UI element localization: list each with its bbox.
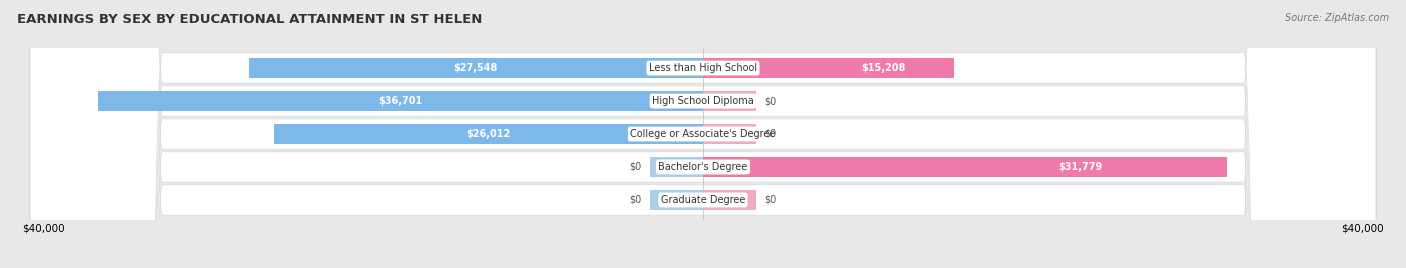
Bar <box>703 124 756 144</box>
Bar <box>650 157 703 177</box>
Bar <box>249 58 703 78</box>
Text: $0: $0 <box>763 195 776 205</box>
Text: $15,208: $15,208 <box>862 63 905 73</box>
Bar <box>703 58 953 78</box>
Text: Graduate Degree: Graduate Degree <box>661 195 745 205</box>
FancyBboxPatch shape <box>30 0 1376 268</box>
Text: $0: $0 <box>763 129 776 139</box>
Bar <box>703 190 756 210</box>
Bar <box>650 190 703 210</box>
Text: College or Associate's Degree: College or Associate's Degree <box>630 129 776 139</box>
Text: $27,548: $27,548 <box>454 63 498 73</box>
Text: $36,701: $36,701 <box>378 96 422 106</box>
Text: $0: $0 <box>630 195 643 205</box>
Text: EARNINGS BY SEX BY EDUCATIONAL ATTAINMENT IN ST HELEN: EARNINGS BY SEX BY EDUCATIONAL ATTAINMEN… <box>17 13 482 27</box>
Bar <box>703 91 756 111</box>
Text: $26,012: $26,012 <box>467 129 510 139</box>
Text: Less than High School: Less than High School <box>650 63 756 73</box>
Text: High School Diploma: High School Diploma <box>652 96 754 106</box>
Bar <box>703 157 1227 177</box>
Text: Bachelor's Degree: Bachelor's Degree <box>658 162 748 172</box>
Text: Source: ZipAtlas.com: Source: ZipAtlas.com <box>1285 13 1389 23</box>
FancyBboxPatch shape <box>30 0 1376 268</box>
FancyBboxPatch shape <box>30 0 1376 268</box>
FancyBboxPatch shape <box>30 0 1376 268</box>
Bar <box>274 124 703 144</box>
Text: $31,779: $31,779 <box>1059 162 1102 172</box>
FancyBboxPatch shape <box>30 0 1376 268</box>
Bar <box>97 91 703 111</box>
Text: $0: $0 <box>630 162 643 172</box>
Text: $0: $0 <box>763 96 776 106</box>
